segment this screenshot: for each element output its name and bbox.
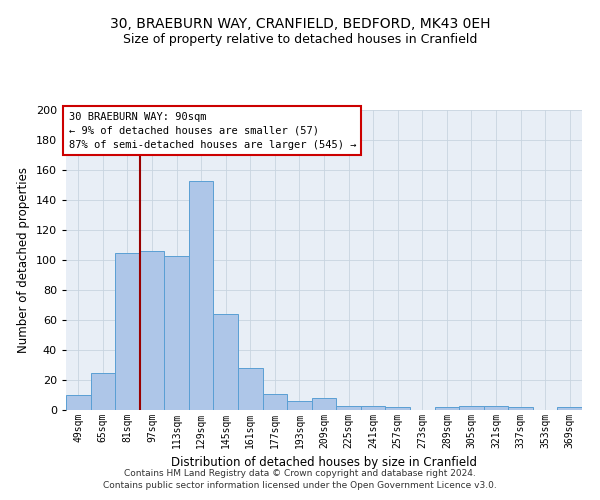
Bar xyxy=(66,395,91,410)
Bar xyxy=(459,406,484,410)
Bar xyxy=(312,398,336,410)
Bar xyxy=(385,407,410,410)
Bar xyxy=(238,368,263,410)
Bar xyxy=(361,406,385,410)
Text: 30, BRAEBURN WAY, CRANFIELD, BEDFORD, MK43 0EH: 30, BRAEBURN WAY, CRANFIELD, BEDFORD, MK… xyxy=(110,18,490,32)
Bar xyxy=(115,252,140,410)
Bar xyxy=(434,407,459,410)
Bar xyxy=(484,406,508,410)
X-axis label: Distribution of detached houses by size in Cranfield: Distribution of detached houses by size … xyxy=(171,456,477,469)
Bar xyxy=(189,180,214,410)
Bar xyxy=(263,394,287,410)
Text: Size of property relative to detached houses in Cranfield: Size of property relative to detached ho… xyxy=(123,32,477,46)
Bar xyxy=(91,372,115,410)
Bar xyxy=(140,251,164,410)
Bar xyxy=(508,407,533,410)
Text: 30 BRAEBURN WAY: 90sqm
← 9% of detached houses are smaller (57)
87% of semi-deta: 30 BRAEBURN WAY: 90sqm ← 9% of detached … xyxy=(68,112,356,150)
Bar xyxy=(214,314,238,410)
Bar xyxy=(164,256,189,410)
Bar xyxy=(336,406,361,410)
Bar xyxy=(287,401,312,410)
Y-axis label: Number of detached properties: Number of detached properties xyxy=(17,167,30,353)
Text: Contains HM Land Registry data © Crown copyright and database right 2024.
Contai: Contains HM Land Registry data © Crown c… xyxy=(103,468,497,490)
Bar xyxy=(557,407,582,410)
